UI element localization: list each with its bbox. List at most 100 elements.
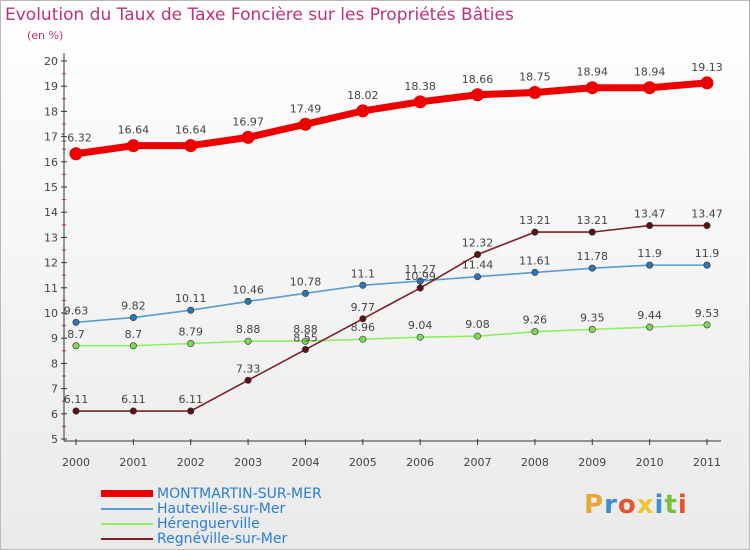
data-point (646, 323, 654, 331)
y-tick-label: 19 (44, 80, 58, 93)
data-label: 9.08 (465, 318, 490, 331)
data-label: 8.88 (236, 323, 261, 336)
legend-swatch (101, 522, 153, 525)
data-label: 18.75 (519, 71, 551, 84)
data-label: 8.7 (125, 328, 143, 341)
x-tick-label: 2010 (636, 456, 664, 469)
data-label: 9.63 (64, 304, 89, 317)
y-tick-label: 7 (51, 383, 58, 396)
x-tick-label: 2004 (291, 456, 319, 469)
logo-letter: o (617, 490, 637, 520)
data-point (72, 342, 80, 350)
y-tick-label: 18 (44, 105, 58, 118)
data-point (531, 328, 539, 336)
x-tick-label: 2006 (406, 456, 434, 469)
data-point (416, 333, 424, 341)
y-tick-label: 16 (44, 156, 58, 169)
y-tick-label: 11 (44, 282, 58, 295)
unit-label: (en %) (27, 29, 64, 42)
data-point (69, 147, 83, 161)
data-label: 13.47 (691, 208, 723, 221)
data-point (474, 251, 482, 259)
data-label: 8.96 (351, 321, 376, 334)
data-label: 13.21 (577, 214, 609, 227)
data-label: 6.11 (121, 393, 146, 406)
x-tick-label: 2001 (119, 456, 147, 469)
data-label: 10.11 (175, 292, 207, 305)
data-point (244, 337, 252, 345)
legend-label: MONTMARTIN-SUR-MER (157, 485, 322, 502)
data-label: 9.53 (695, 307, 720, 320)
data-point (416, 277, 424, 285)
data-point (359, 335, 367, 343)
logo-letter: i (677, 490, 688, 520)
data-label: 10.78 (290, 275, 322, 288)
legend: MONTMARTIN-SUR-MER Hauteville-sur-Mer Hére… (101, 485, 322, 547)
data-point (588, 325, 596, 333)
data-label: 11.27 (404, 263, 436, 276)
data-label: 11.1 (351, 267, 376, 280)
data-point (72, 318, 80, 326)
y-tick-label: 10 (44, 307, 58, 320)
series-line (75, 264, 707, 324)
data-point (187, 306, 195, 314)
data-label: 16.64 (118, 124, 150, 137)
logo-letter: P (584, 490, 605, 520)
legend-swatch (101, 537, 153, 540)
data-label: 16.32 (60, 132, 92, 145)
x-tick-label: 2008 (521, 456, 549, 469)
series-line (76, 224, 707, 412)
data-point (241, 130, 255, 144)
data-label: 9.35 (580, 311, 605, 324)
data-point (703, 222, 711, 230)
logo-letter: r (604, 490, 618, 520)
data-point (129, 407, 137, 415)
data-point (646, 261, 654, 269)
y-tick-label: 6 (51, 408, 58, 421)
data-point (244, 376, 252, 384)
y-tick-label: 8 (51, 357, 58, 370)
legend-swatch (101, 507, 153, 510)
data-label: 9.04 (408, 319, 433, 332)
data-point (588, 228, 596, 236)
logo-letter: i (654, 490, 665, 520)
data-point (301, 346, 309, 354)
data-point (531, 268, 539, 276)
data-label: 11.78 (577, 250, 609, 263)
logo-letter: x (636, 490, 655, 520)
x-tick-label: 2000 (62, 456, 90, 469)
data-point (474, 273, 482, 281)
data-label: 9.26 (523, 314, 548, 327)
legend-label: Hauteville-sur-Mer (157, 500, 286, 517)
data-point (471, 88, 485, 102)
proxiti-logo: Proxiti (584, 490, 688, 520)
data-point (413, 95, 427, 109)
data-point (531, 228, 539, 236)
y-tick-label: 9 (51, 332, 58, 345)
data-point (129, 342, 137, 350)
data-label: 18.02 (347, 89, 379, 102)
legend-swatch (101, 490, 153, 497)
data-point (244, 297, 252, 305)
x-tick-label: 2005 (349, 456, 377, 469)
data-label: 6.11 (64, 393, 89, 406)
legend-label: Hérenguerville (157, 515, 260, 532)
data-point (72, 407, 80, 415)
legend-item: Hauteville-sur-Mer (101, 500, 322, 517)
x-tick-label: 2007 (464, 456, 492, 469)
data-point (646, 222, 654, 230)
data-label: 11.44 (462, 259, 494, 272)
data-label: 11.61 (519, 254, 551, 267)
y-tick-label: 15 (44, 181, 58, 194)
x-tick-label: 2003 (234, 456, 262, 469)
data-label: 10.99 (404, 270, 436, 283)
data-point (126, 139, 140, 153)
data-point (700, 76, 714, 90)
legend-item: Regnéville-sur-Mer (101, 531, 322, 547)
data-label: 18.38 (404, 80, 436, 93)
data-point (585, 81, 599, 95)
data-point (356, 104, 370, 118)
y-tick-label: 5 (51, 433, 58, 446)
